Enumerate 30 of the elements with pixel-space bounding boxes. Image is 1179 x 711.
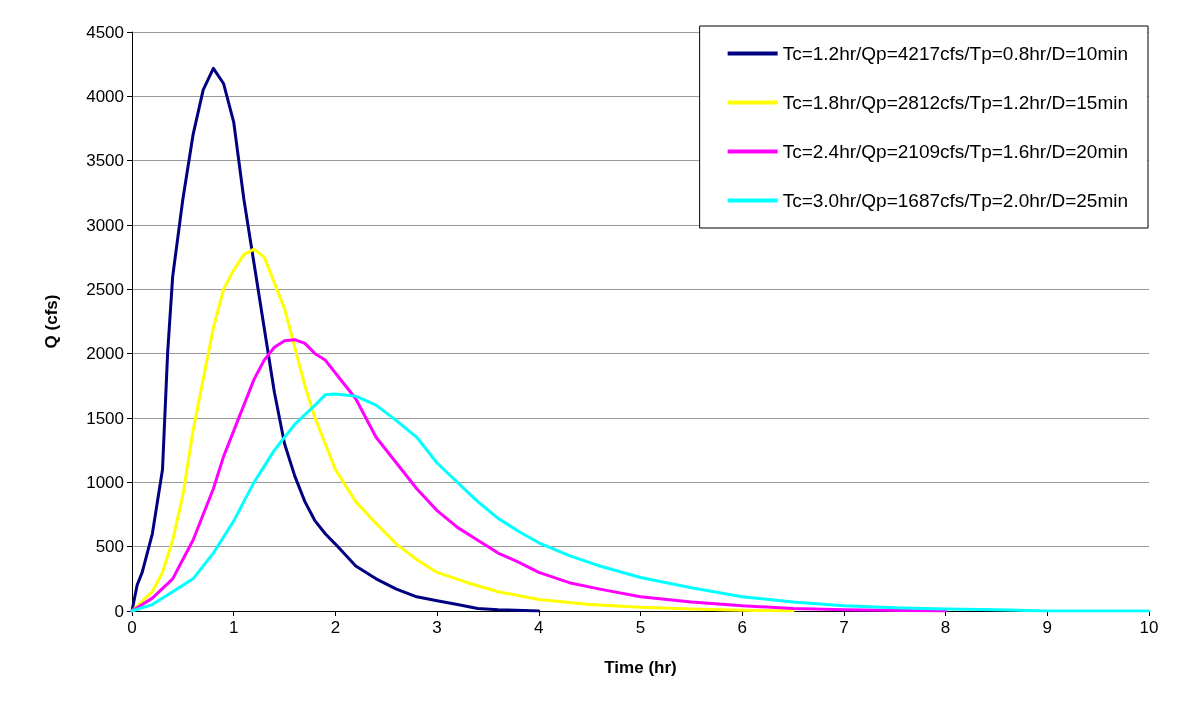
y-tick-label: 2500 bbox=[86, 279, 124, 299]
y-tick-label: 1000 bbox=[86, 472, 124, 492]
y-tick-label: 3000 bbox=[86, 215, 124, 235]
y-tick-label: 500 bbox=[95, 537, 124, 557]
x-tick-label: 0 bbox=[127, 618, 137, 637]
x-tick-label: 7 bbox=[839, 618, 849, 637]
x-tick-label: 10 bbox=[1139, 618, 1159, 637]
y-tick-label: 3500 bbox=[86, 151, 124, 171]
x-tick-label: 1 bbox=[228, 618, 239, 637]
x-tick-label: 2 bbox=[330, 618, 341, 637]
y-tick-label: 0 bbox=[114, 601, 124, 621]
x-tick-label: 4 bbox=[534, 618, 544, 637]
y-axis-title: Q (cfs) bbox=[42, 294, 61, 349]
x-axis-title: Time (hr) bbox=[604, 658, 677, 677]
y-tick-label: 4500 bbox=[86, 22, 124, 42]
line-series bbox=[130, 247, 795, 613]
legend-label: Tc=2.4hr/Qp=2109cfs/Tp=1.6hr/D=20min bbox=[782, 141, 1129, 162]
line-series bbox=[130, 338, 948, 613]
x-tick-label: 8 bbox=[940, 618, 951, 637]
legend-label: Tc=1.2hr/Qp=4217cfs/Tp=0.8hr/D=10min bbox=[782, 43, 1129, 64]
x-tick-label: 9 bbox=[1042, 618, 1053, 637]
x-tick-label: 5 bbox=[635, 618, 646, 637]
x-tick-label: 3 bbox=[432, 618, 442, 637]
line-series bbox=[130, 66, 541, 613]
y-tick-label: 4000 bbox=[86, 86, 124, 106]
y-tick-label: 2000 bbox=[86, 344, 124, 364]
y-tick-label: 1500 bbox=[86, 408, 124, 428]
legend-label: Tc=3.0hr/Qp=1687cfs/Tp=2.0hr/D=25min bbox=[782, 190, 1129, 211]
x-tick-label: 6 bbox=[737, 618, 747, 637]
legend-label: Tc=1.8hr/Qp=2812cfs/Tp=1.2hr/D=15min bbox=[782, 92, 1129, 113]
